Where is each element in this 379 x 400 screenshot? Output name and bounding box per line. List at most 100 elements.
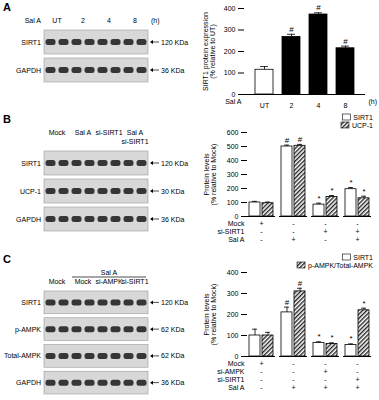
svg-text:UCP-1: UCP-1 (352, 122, 373, 129)
svg-text:+: + (355, 384, 359, 391)
svg-text:SIRT1: SIRT1 (21, 39, 41, 46)
svg-text:2: 2 (81, 17, 85, 24)
svg-text:(h): (h) (151, 17, 160, 25)
svg-text:si-SIRT1: si-SIRT1 (121, 278, 148, 285)
svg-text:-: - (292, 228, 295, 235)
svg-text:2: 2 (290, 102, 294, 109)
svg-text:100: 100 (224, 69, 236, 76)
svg-text:Sal A: Sal A (101, 269, 118, 276)
svg-text:Sal A: Sal A (228, 236, 245, 243)
svg-text:SIRT1: SIRT1 (353, 114, 373, 121)
svg-text:-: - (292, 376, 295, 383)
svg-text:62 KDa: 62 KDa (161, 352, 184, 359)
svg-text:B: B (3, 113, 11, 125)
svg-text:Sal A: Sal A (127, 129, 144, 136)
svg-text:*: * (330, 186, 333, 195)
svg-text:*: * (330, 333, 333, 342)
svg-text:A: A (3, 1, 11, 13)
svg-text:300: 300 (224, 26, 236, 33)
svg-text:+: + (323, 368, 327, 375)
svg-text:Mock: Mock (228, 220, 245, 227)
svg-text:200: 200 (227, 311, 239, 318)
svg-text:#: # (298, 279, 303, 288)
svg-text:si-AMPK: si-AMPK (217, 368, 245, 375)
svg-text:Protein levels(% relative to M: Protein levels(% relative to Mock) (203, 144, 218, 206)
svg-text:200: 200 (227, 185, 239, 192)
svg-text:8: 8 (133, 17, 137, 24)
svg-text:p-AMPK/Total-AMPK: p-AMPK/Total-AMPK (308, 262, 373, 270)
svg-text:400: 400 (224, 5, 236, 12)
svg-text:Sal A: Sal A (25, 17, 42, 24)
svg-text:UT: UT (260, 102, 270, 109)
svg-text:+: + (323, 384, 327, 391)
svg-text:(h): (h) (369, 98, 378, 106)
svg-text:GAPDH: GAPDH (16, 67, 41, 74)
svg-text:200: 200 (224, 48, 236, 55)
svg-text:SIRT1: SIRT1 (21, 299, 41, 306)
svg-text:*: * (317, 332, 320, 341)
svg-text:si-AMPK: si-AMPK (95, 278, 123, 285)
svg-text:36 KDa: 36 KDa (161, 67, 184, 74)
svg-text:4: 4 (317, 102, 321, 109)
svg-text:#: # (285, 136, 290, 145)
svg-text:8: 8 (344, 102, 348, 109)
svg-text:300: 300 (227, 290, 239, 297)
svg-text:Sal A: Sal A (75, 129, 92, 136)
svg-text:-: - (324, 360, 327, 367)
svg-text:-: - (292, 220, 295, 227)
svg-text:+: + (355, 228, 359, 235)
svg-text:-: - (324, 376, 327, 383)
svg-text:-: - (356, 360, 359, 367)
svg-text:0: 0 (232, 91, 236, 98)
svg-text:36 KDa: 36 KDa (161, 379, 184, 386)
svg-text:120 KDa: 120 KDa (161, 299, 188, 306)
svg-text:-: - (260, 376, 263, 383)
svg-text:SIRT1: SIRT1 (353, 254, 373, 261)
svg-text:-: - (356, 220, 359, 227)
svg-text:0: 0 (235, 213, 239, 220)
svg-text:Total-AMPK: Total-AMPK (4, 352, 41, 359)
svg-text:p-AMPK: p-AMPK (15, 326, 41, 334)
svg-text:#: # (343, 37, 348, 46)
svg-text:*: * (349, 334, 352, 343)
svg-text:36 KDa: 36 KDa (161, 216, 184, 223)
svg-text:si-SIRT1: si-SIRT1 (95, 129, 122, 136)
svg-text:+: + (323, 228, 327, 235)
svg-text:4: 4 (107, 17, 111, 24)
svg-text:Sal A: Sal A (228, 384, 245, 391)
svg-text:*: * (362, 299, 365, 308)
svg-text:500: 500 (227, 143, 239, 150)
svg-text:-: - (324, 236, 327, 243)
svg-text:GAPDH: GAPDH (16, 379, 41, 386)
svg-text:100: 100 (227, 199, 239, 206)
svg-text:Mock: Mock (228, 360, 245, 367)
svg-text:Protein levels(% relative to M: Protein levels(% relative to Mock) (203, 284, 218, 346)
svg-text:0: 0 (235, 353, 239, 360)
svg-text:-: - (292, 368, 295, 375)
svg-text:#: # (316, 3, 321, 12)
svg-text:-: - (324, 220, 327, 227)
svg-text:Mock: Mock (49, 278, 66, 285)
svg-text:30 KDa: 30 KDa (161, 188, 184, 195)
svg-text:600: 600 (227, 129, 239, 136)
svg-text:62 KDa: 62 KDa (161, 326, 184, 333)
svg-text:Mock: Mock (75, 278, 92, 285)
svg-text:+: + (291, 236, 295, 243)
svg-text:-: - (260, 368, 263, 375)
svg-text:-: - (356, 368, 359, 375)
svg-text:si-SIRT1: si-SIRT1 (217, 376, 244, 383)
svg-text:*: * (349, 178, 352, 187)
svg-text:GAPDH: GAPDH (16, 216, 41, 223)
svg-text:-: - (292, 360, 295, 367)
svg-text:300: 300 (227, 171, 239, 178)
svg-text:+: + (259, 360, 263, 367)
svg-text:#: # (298, 135, 303, 144)
svg-text:+: + (355, 376, 359, 383)
svg-text:-: - (260, 236, 263, 243)
svg-text:#: # (289, 25, 294, 34)
svg-text:*: * (362, 187, 365, 196)
svg-text:+: + (259, 220, 263, 227)
svg-text:SIRT1 protein expression(% rel: SIRT1 protein expression(% relative to U… (202, 12, 217, 91)
svg-text:120 KDa: 120 KDa (161, 160, 188, 167)
svg-text:UT: UT (52, 17, 62, 24)
